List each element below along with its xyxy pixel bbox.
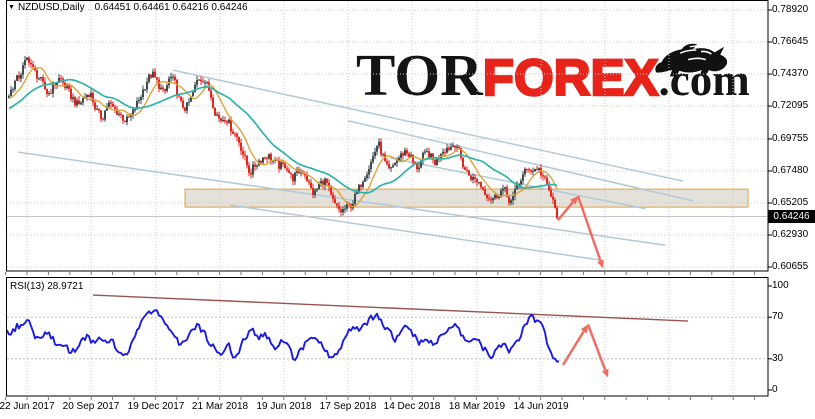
date-tick-label: 19 Jun 2018 [256, 401, 312, 412]
price-tick-label: 0.76645 [772, 36, 809, 47]
price-tick-label: 0.62930 [772, 228, 809, 240]
date-tick-label: 14 Dec 2018 [383, 401, 441, 412]
rsi-indicator-label: RSI(13) 28.9721 [10, 281, 84, 292]
panel-borders [5, 0, 772, 400]
date-tick-label: 14 Jun 2019 [513, 401, 569, 412]
price-tick-label: 0.67480 [772, 164, 809, 176]
current-price-badge: 0.64246 [768, 209, 815, 223]
date-tick-label: 17 Sep 2018 [319, 401, 377, 412]
price-tick-label: 0.74370 [772, 68, 809, 80]
price-tick-label: 0.78920 [772, 4, 809, 15]
price-tick-label: 0.65205 [772, 196, 809, 208]
logo-tor-text: TOR [356, 42, 483, 108]
rsi-line [7, 309, 559, 363]
channel-trendlines [17, 69, 694, 261]
symbol-ohlc-label[interactable]: ▼ NZDUSD,Daily 0.64451 0.64461 0.64216 0.6… [8, 2, 248, 14]
date-tick-label: 18 Mar 2019 [448, 401, 506, 412]
rsi-trendline [92, 294, 689, 322]
rsi-tick-label: 30 [772, 352, 784, 364]
forecast-arrows [557, 195, 609, 378]
rsi-tick-label: 70 [772, 311, 784, 323]
symbol-name: NZDUSD,Daily [17, 2, 85, 13]
candlesticks[interactable] [8, 56, 558, 220]
torforex-logo: TOR FOREX .com [356, 42, 750, 108]
date-tick-label: 22 Jun 2017 [0, 401, 55, 412]
ohlc-quotes: 0.64451 0.64461 0.64216 0.64246 [94, 2, 248, 13]
support-zone [184, 188, 749, 208]
ma-fast-line [8, 66, 558, 208]
rsi-tick-label: 0 [772, 384, 778, 395]
price-tick-label: 0.72095 [772, 100, 809, 112]
ma-slow-line [8, 78, 558, 194]
price-tick-label: 0.69755 [772, 132, 809, 144]
price-tick-label: 0.60655 [772, 261, 809, 272]
bull-icon [655, 42, 728, 77]
date-tick-label: 19 Dec 2017 [127, 401, 185, 412]
date-tick-label: 20 Sep 2017 [62, 401, 120, 412]
logo-forex-text: FOREX [482, 49, 660, 106]
symbol-dropdown-icon[interactable]: ▼ [8, 4, 15, 11]
date-tick-label: 21 Mar 2018 [191, 401, 249, 412]
rsi-tick-label: 100 [772, 280, 789, 291]
